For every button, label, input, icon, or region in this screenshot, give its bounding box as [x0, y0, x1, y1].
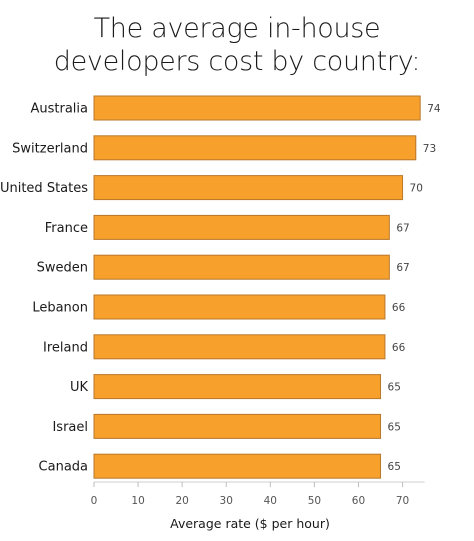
value-label-sweden: 67	[396, 262, 409, 274]
category-label-lebanon: Lebanon	[32, 301, 88, 316]
x-tick-label: 0	[91, 495, 98, 507]
bar-france	[93, 214, 390, 240]
value-label-ireland: 66	[392, 342, 406, 354]
category-label-united-states: United States	[0, 181, 88, 196]
x-tick-label: 50	[308, 495, 321, 507]
value-label-israel: 65	[388, 421, 401, 433]
bar-israel	[93, 413, 382, 439]
value-label-australia: 74	[427, 103, 441, 115]
bars-group: Australia 74 Switzerland 73 United States 70 F…	[0, 95, 441, 479]
category-label-switzerland: Switzerland	[12, 141, 88, 156]
category-label-israel: Israel	[52, 420, 88, 435]
chart-title-line-2: developers cost by country:	[53, 46, 421, 77]
value-label-switzerland: 73	[423, 143, 436, 155]
value-label-canada: 65	[388, 461, 401, 473]
bar-switzerland	[93, 135, 417, 161]
category-label-uk: UK	[70, 380, 89, 395]
bar-canada	[93, 453, 382, 479]
x-tick-label: 70	[396, 495, 409, 507]
value-label-france: 67	[396, 222, 409, 234]
category-label-ireland: Ireland	[43, 340, 88, 355]
x-tick-label: 30	[220, 495, 233, 507]
category-label-sweden: Sweden	[37, 261, 88, 276]
bar-lebanon	[93, 294, 386, 320]
value-label-lebanon: 66	[392, 302, 406, 314]
category-label-france: France	[45, 221, 88, 236]
bar-ireland	[93, 334, 386, 360]
value-label-united-states: 70	[410, 183, 423, 195]
x-tick-label: 10	[131, 495, 144, 507]
x-axis: 0 10 20 30 40 50 60 70	[91, 481, 425, 507]
bar-united-states	[93, 175, 404, 201]
x-tick-label: 60	[352, 495, 365, 507]
chart-title-line-1: The average in-house	[93, 13, 381, 44]
bar-australia	[93, 95, 421, 121]
category-label-australia: Australia	[30, 102, 88, 117]
x-tick-label: 20	[175, 495, 188, 507]
bar-sweden	[93, 254, 390, 280]
bar-uk	[93, 374, 382, 400]
x-axis-title: Average rate ($ per hour)	[170, 516, 330, 531]
x-tick-label: 40	[264, 495, 277, 507]
value-label-uk: 65	[388, 382, 401, 394]
category-label-canada: Canada	[39, 460, 88, 475]
